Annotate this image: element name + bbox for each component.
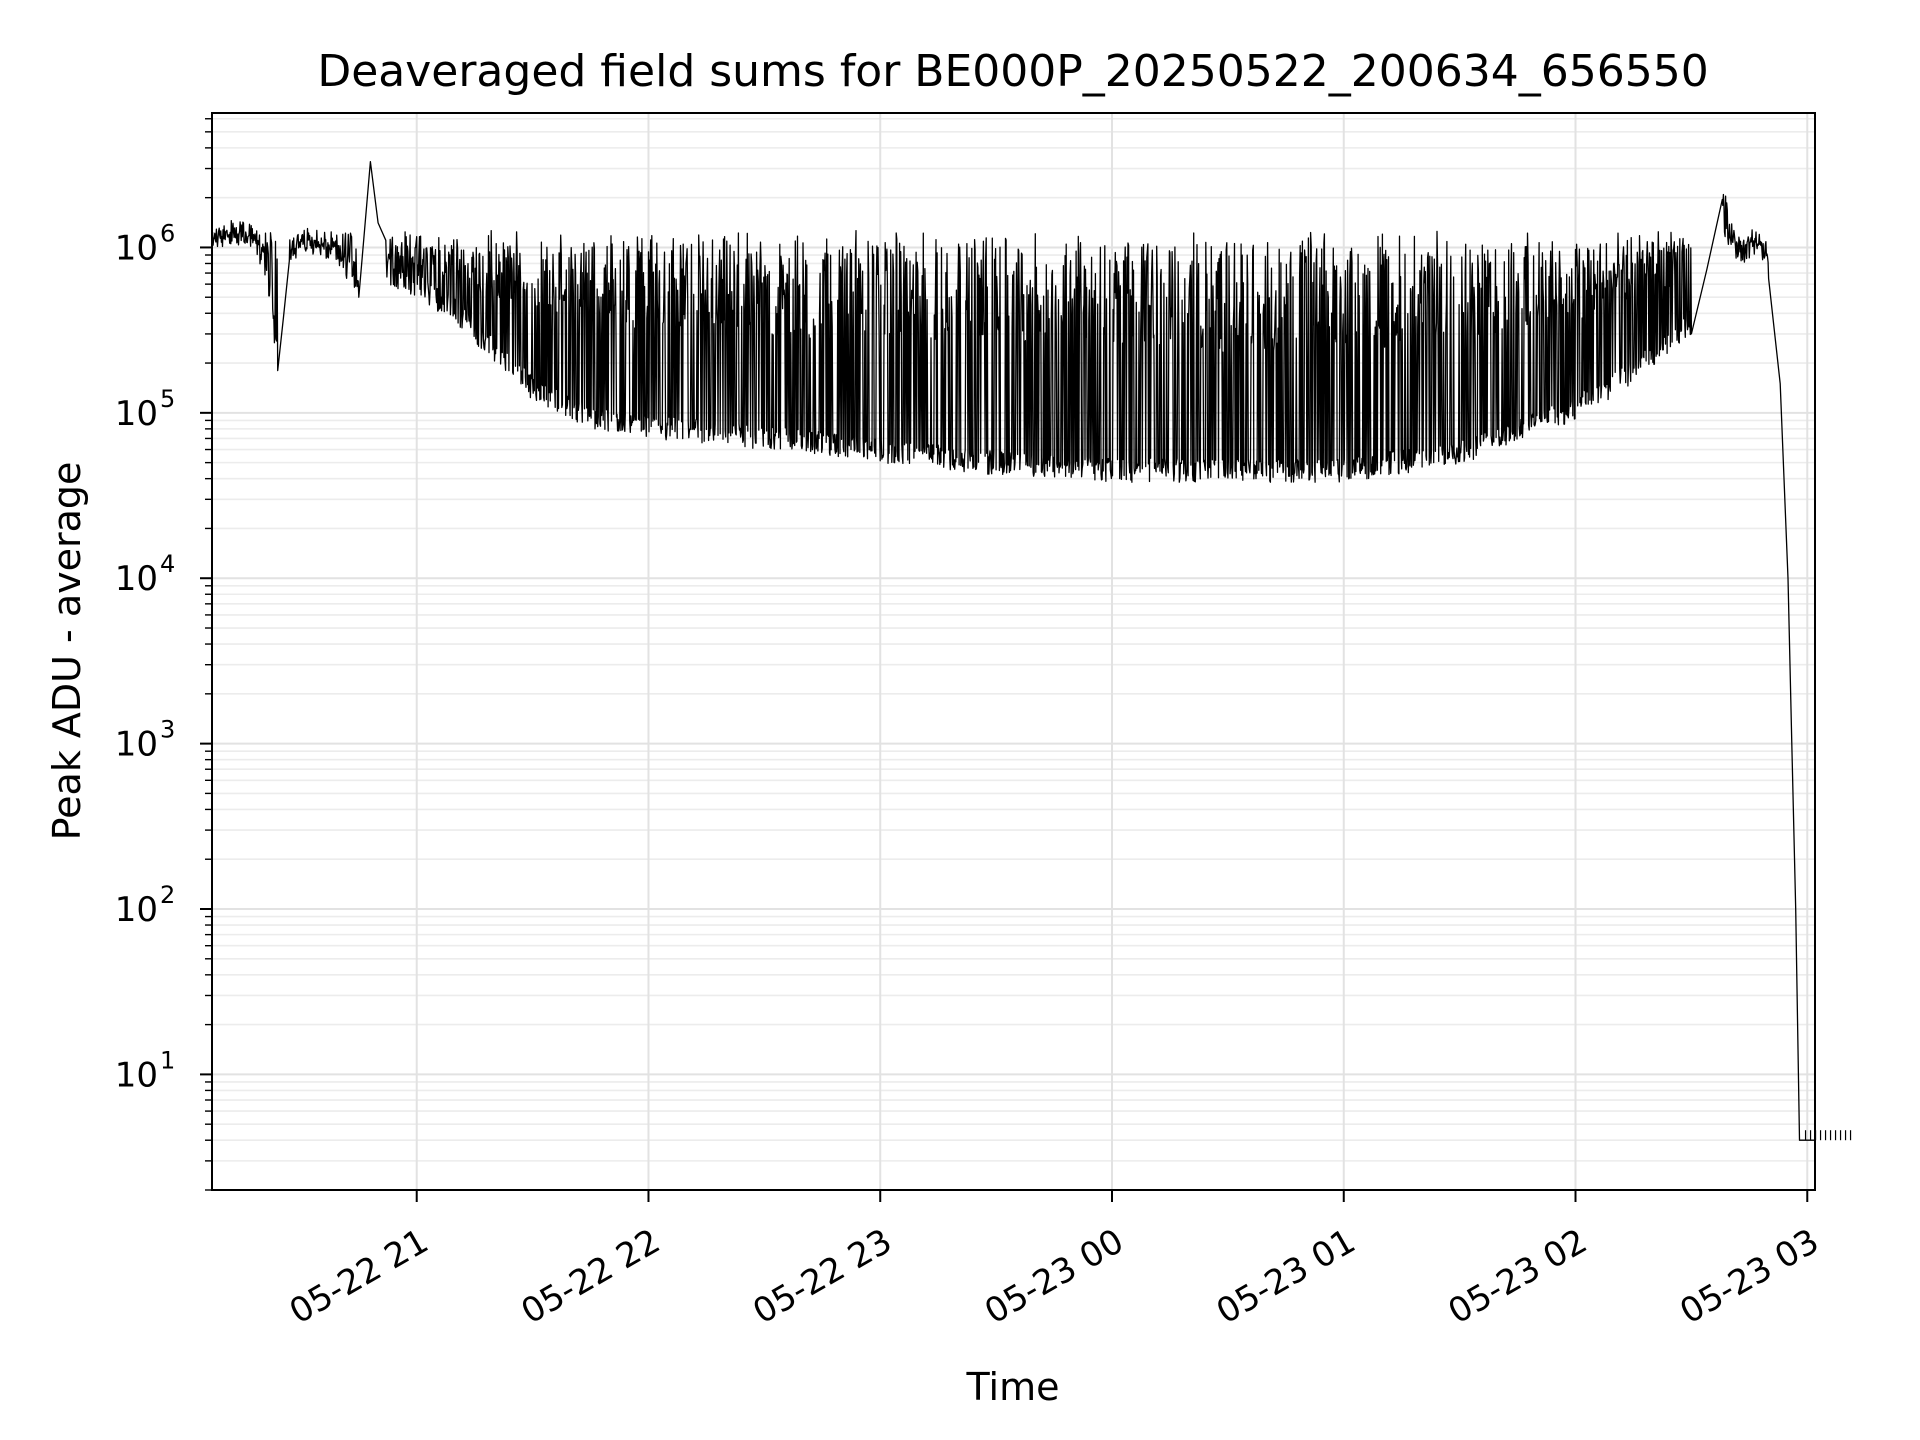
y-tick-label: 10: [115, 394, 158, 434]
y-tick-exponent: 6: [160, 219, 175, 247]
chart-title: Deaveraged field sums for BE000P_2025052…: [317, 46, 1708, 97]
y-tick-label: 10: [115, 890, 158, 930]
y-tick-exponent: 2: [160, 881, 175, 909]
y-tick-label: 10: [115, 228, 158, 268]
series-group: [211, 161, 1852, 1141]
y-tick-label: 10: [115, 1055, 158, 1095]
plot-frame: [211, 112, 1816, 1191]
y-tick-exponent: 3: [160, 716, 175, 744]
x-axis-label: Time: [966, 1365, 1060, 1409]
y-tick-label: 10: [115, 725, 158, 765]
y-tick-exponent: 5: [160, 385, 175, 413]
y-tick-exponent: 1: [160, 1046, 175, 1074]
y-tick-exponent: 4: [160, 550, 175, 578]
minor-gridlines: [212, 117, 1815, 1191]
series-line: [211, 161, 1815, 1141]
y-axis-label: Peak ADU - average: [45, 462, 89, 841]
y-tick-label: 10: [115, 559, 158, 599]
